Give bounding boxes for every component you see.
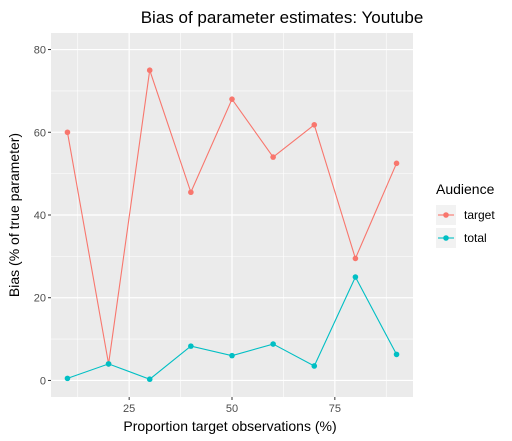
data-point-total: [188, 343, 194, 349]
x-tick-label: 25: [123, 403, 135, 415]
legend-label-total: total: [464, 231, 487, 245]
data-point-target: [352, 255, 359, 262]
legend-title: Audience: [436, 181, 495, 197]
data-point-total: [311, 363, 318, 369]
data-point-target: [229, 96, 235, 102]
series-layer: [64, 67, 400, 383]
y-tick-label: 40: [34, 210, 46, 222]
y-tick-label: 20: [34, 293, 46, 305]
data-point-target: [64, 129, 71, 136]
legend-key-point-target: [443, 212, 449, 218]
legend: Audience target total: [436, 181, 495, 248]
grid-major: [51, 33, 413, 397]
y-axis-title: Bias (% of true parameter): [6, 133, 22, 297]
y-tick-label: 80: [34, 45, 46, 57]
data-point-total: [146, 376, 153, 383]
data-point-target: [146, 67, 153, 74]
data-point-target: [311, 122, 318, 128]
y-tick-label: 60: [34, 127, 46, 139]
legend-label-target: target: [464, 208, 495, 222]
data-point-total: [229, 352, 235, 359]
data-point-target: [393, 160, 400, 167]
legend-key-point-total: [443, 235, 449, 241]
x-axis: 25 50 75: [123, 397, 341, 415]
x-tick-label: 75: [329, 403, 341, 415]
data-point-total: [393, 351, 400, 358]
chart-title: Bias of parameter estimates: Youtube: [141, 8, 424, 27]
data-point-total: [105, 361, 112, 367]
data-point-target: [270, 154, 276, 160]
data-point-total: [352, 274, 359, 280]
data-point-target: [188, 189, 194, 196]
y-tick-label: 0: [40, 375, 46, 387]
x-tick-label: 50: [226, 403, 238, 415]
data-point-total: [64, 375, 71, 382]
y-axis: 0 20 40 60 80: [34, 45, 51, 387]
data-point-total: [270, 341, 276, 347]
x-axis-title: Proportion target observations (%): [123, 418, 336, 434]
